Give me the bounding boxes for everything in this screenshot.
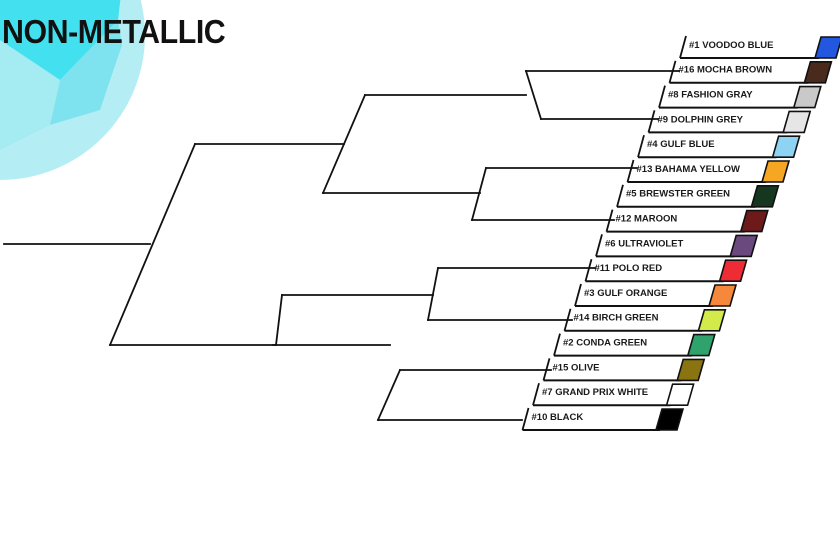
entry-label: #11 POLO RED: [595, 263, 663, 274]
color-swatch: [813, 36, 840, 59]
entry-slant: [637, 134, 645, 158]
bracket-entry: #7 GRAND PRIX WHITE: [532, 382, 695, 407]
entry-slant: [595, 234, 603, 257]
entry-slant: [521, 407, 530, 431]
color-swatch: [739, 209, 769, 233]
bracket-entry: #2 CONDA GREEN: [553, 333, 716, 357]
color-swatch: [697, 308, 727, 332]
entry-slant: [553, 333, 561, 356]
entry-label: #14 BIRCH GREEN: [574, 313, 659, 324]
bracket-links: [3, 69, 680, 422]
entry-label: #7 GRAND PRIX WHITE: [542, 387, 648, 398]
color-swatch: [665, 383, 695, 407]
bracket-entries: #1 VOODOO BLUE #16 MOCHA BROWN #8 FASHION …: [521, 35, 840, 431]
bracket-entry: #5 BREWSTER GREEN: [616, 184, 780, 208]
bracket-entry: #9 DOLPHIN GREY: [647, 110, 812, 134]
color-swatch: [750, 185, 780, 208]
decor-facet-bright: [0, 0, 121, 80]
entry-label: #12 MAROON: [616, 214, 678, 225]
entry-slant: [647, 110, 656, 133]
bracket-entry: #8 FASHION GRAY: [658, 85, 822, 109]
entry-label: #6 ULTRAVIOLET: [605, 238, 683, 249]
bracket-entry: #13 BAHAMA YELLOW: [626, 159, 791, 183]
color-swatch: [803, 60, 833, 84]
bracket-line: [426, 266, 440, 322]
bracket-entry: #10 BLACK: [521, 407, 685, 431]
bracket-entry: #11 POLO RED: [584, 258, 748, 283]
decorative-corner-shape: [0, 0, 145, 180]
bracket-entry: #15 OLIVE: [542, 358, 706, 382]
color-swatch: [792, 85, 822, 109]
bracket-entry: #3 GULF ORANGE: [574, 283, 738, 307]
color-swatch: [718, 259, 748, 283]
entry-slant: [616, 184, 624, 208]
entry-label: #9 DOLPHIN GREY: [658, 114, 744, 125]
bracket-entry: #4 GULF BLUE: [637, 134, 801, 159]
entry-label: #16 MOCHA BROWN: [679, 65, 773, 76]
entry-label: #15 OLIVE: [553, 362, 600, 373]
color-swatch: [676, 358, 706, 382]
bracket-entry: #6 ULTRAVIOLET: [595, 234, 759, 258]
entry-slant: [584, 258, 593, 282]
bracket-entry: #1 VOODOO BLUE: [679, 35, 840, 59]
color-swatch: [771, 135, 801, 158]
entry-slant: [668, 60, 677, 84]
decor-facet-mid: [50, 20, 122, 125]
color-swatch: [729, 234, 759, 258]
bracket-entry: #16 MOCHA BROWN: [668, 60, 833, 84]
entry-label: #5 BREWSTER GREEN: [626, 189, 730, 200]
decor-facet-soft: [0, 40, 60, 150]
entry-slant: [658, 85, 666, 108]
bracket-entry: #14 BIRCH GREEN: [563, 308, 727, 332]
entry-label: #8 FASHION GRAY: [668, 90, 753, 101]
entry-slant: [605, 209, 614, 232]
entry-slant: [626, 159, 635, 183]
color-swatch: [654, 408, 685, 431]
bracket-line: [376, 368, 402, 422]
color-swatch: [707, 284, 738, 307]
entry-slant: [542, 358, 551, 381]
entry-label: #10 BLACK: [532, 412, 584, 423]
entry-label: #3 GULF ORANGE: [584, 288, 667, 299]
bracket-line: [470, 166, 488, 222]
entry-slant: [679, 35, 687, 59]
bracket-line: [524, 69, 543, 121]
entry-slant: [532, 382, 540, 406]
entry-label: #13 BAHAMA YELLOW: [637, 164, 740, 175]
color-swatch: [686, 333, 716, 357]
entry-slant: [574, 283, 582, 307]
color-swatch: [760, 160, 791, 183]
bracket-line: [274, 293, 284, 347]
entry-label: #1 VOODOO BLUE: [689, 40, 773, 51]
bracket-line: [108, 142, 197, 347]
color-swatch: [782, 110, 812, 134]
page-title: NON-METALLIC: [2, 13, 226, 50]
bracket-entry: #12 MAROON: [605, 209, 769, 233]
entry-slant: [563, 308, 572, 332]
entry-label: #2 CONDA GREEN: [563, 338, 647, 349]
entry-label: #4 GULF BLUE: [647, 139, 715, 150]
